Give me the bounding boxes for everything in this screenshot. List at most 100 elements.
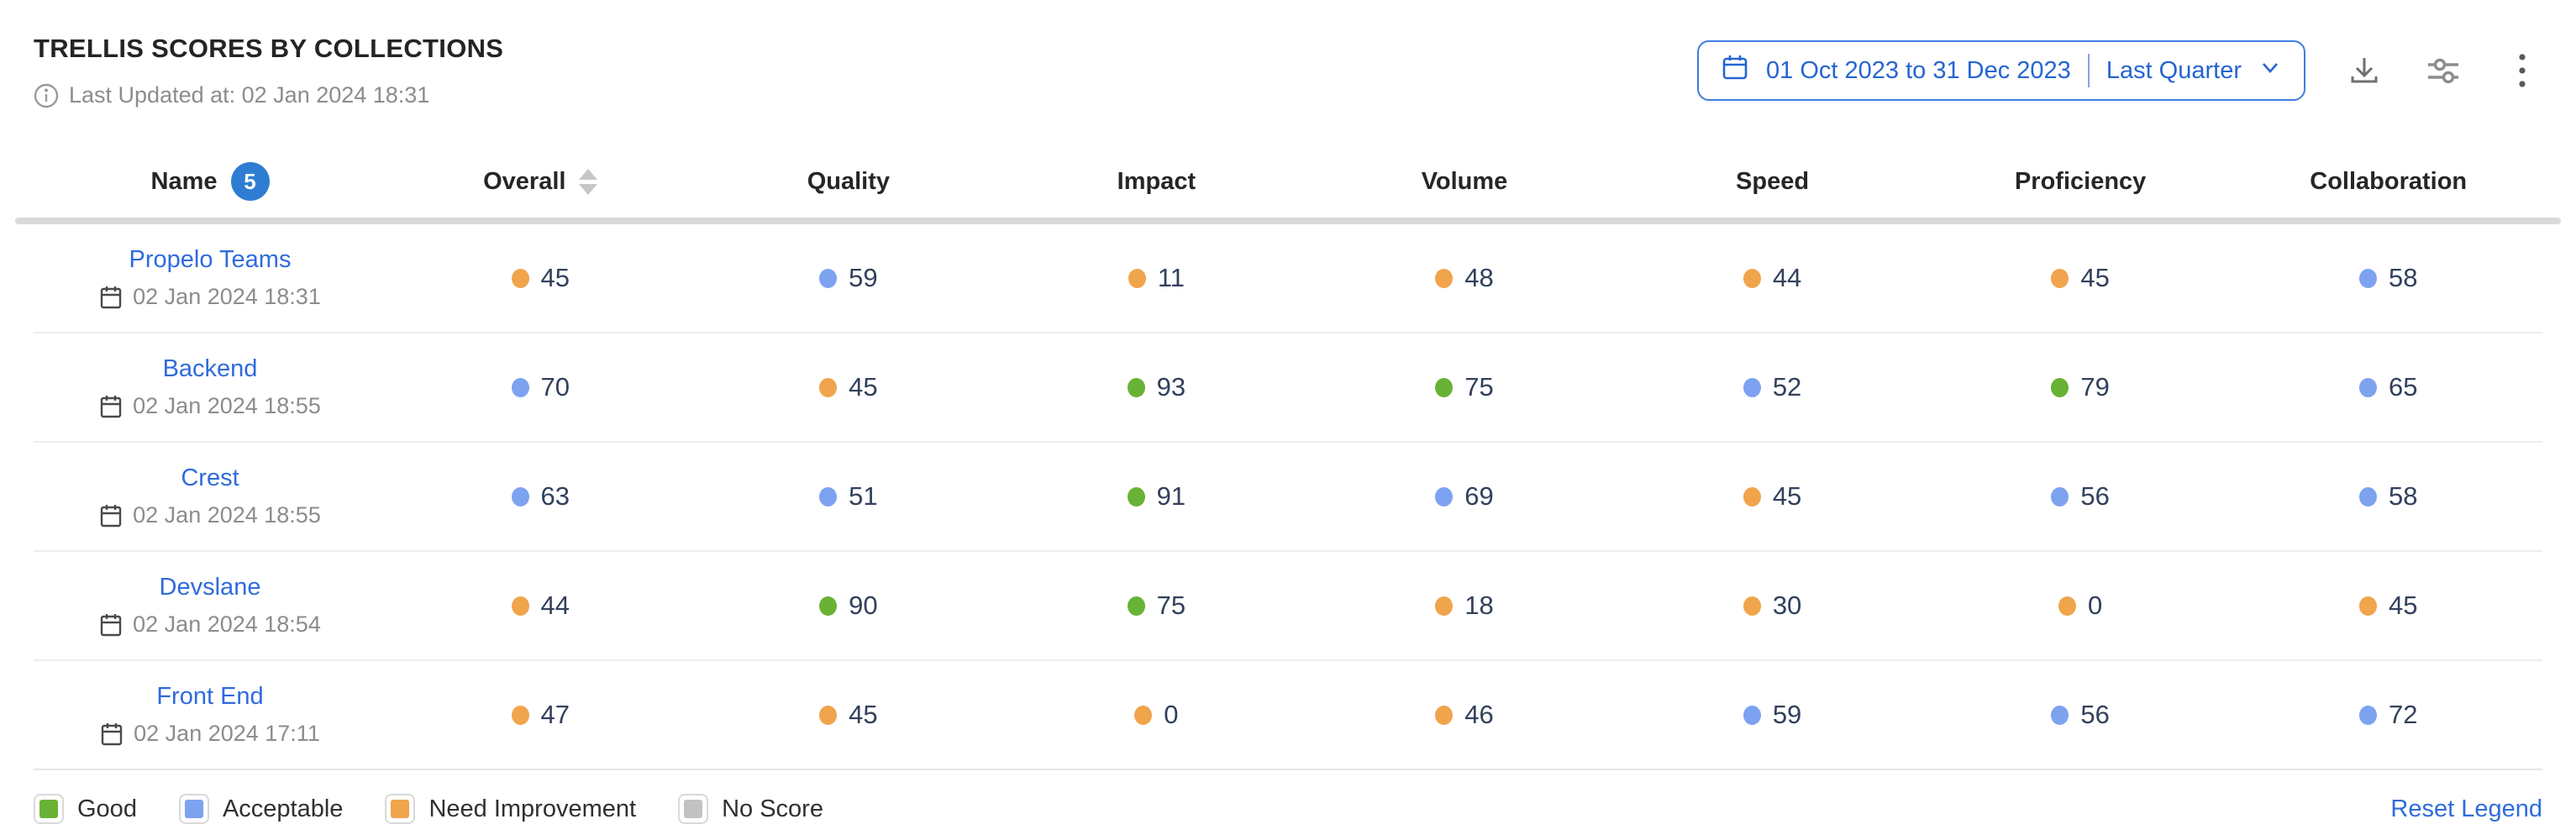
score-status-dot [819,705,838,725]
row-updated-text: 02 Jan 2024 18:54 [133,612,321,637]
table-row: Crest 02 Jan 2024 18:55 63 51 91 69 45 56 58 [34,443,2542,552]
score-status-dot [1743,268,1761,288]
score-status-dot [1743,377,1761,397]
date-preset-text: Last Quarter [2105,56,2242,84]
name-cell: Front End 02 Jan 2024 17:11 [34,683,386,747]
score-cell-proficiency: 56 [1927,700,2235,730]
collection-link[interactable]: Front End [156,683,264,710]
calendar-icon [99,285,123,310]
score-status-dot [2358,705,2377,725]
reset-legend-link[interactable]: Reset Legend [2390,795,2542,822]
score-cell-volume: 75 [1311,372,1619,402]
score-cell-overall: 63 [386,481,695,512]
score-status-dot [819,377,838,397]
score-value: 45 [1772,481,1802,511]
legend-item-no_score[interactable]: No Score [678,794,823,824]
date-range-picker[interactable]: 01 Oct 2023 to 31 Dec 2023 Last Quarter [1697,40,2305,101]
score-value: 75 [1464,372,1494,402]
score-cell-quality: 51 [695,481,1003,512]
score-status-dot [1128,268,1146,288]
download-button[interactable] [2344,50,2384,91]
column-header-volume: Volume [1311,168,1619,196]
score-status-dot [1134,705,1153,725]
column-header-collaboration: Collaboration [2234,168,2542,196]
kebab-menu-icon[interactable] [2502,50,2542,91]
legend-label: Need Improvement [428,795,637,822]
score-cell-volume: 18 [1311,591,1619,621]
legend-swatch-box [678,794,709,824]
score-status-dot [511,705,529,725]
column-label: Overall [483,167,566,195]
score-cell-impact: 91 [1002,481,1311,512]
row-updated-text: 02 Jan 2024 18:55 [133,393,321,418]
score-cell-proficiency: 45 [1927,263,2235,293]
collection-link[interactable]: Crest [181,465,239,491]
score-value: 52 [1772,372,1802,402]
score-cell-collaboration: 45 [2234,591,2542,621]
score-value: 46 [1464,700,1494,729]
score-value: 58 [2388,263,2418,292]
collection-link[interactable]: Devslane [159,574,261,601]
table-header-row: Name 5 Overall Quality Impact Volume Speed Prof… [34,155,2542,207]
score-cell-collaboration: 58 [2234,481,2542,512]
column-label: Name [150,167,218,195]
legend-label: Acceptable [222,795,344,822]
score-status-dot [2358,268,2377,288]
name-cell: Backend 02 Jan 2024 18:55 [34,355,386,419]
legend-swatch-box [385,794,416,824]
column-label: Volume [1421,167,1508,195]
sliders-icon[interactable] [2423,50,2463,91]
legend-label: Good [77,795,137,822]
score-status-dot [2051,705,2069,725]
legend-item-acceptable[interactable]: Acceptable [178,794,344,824]
legend-item-need_improvement[interactable]: Need Improvement [385,794,636,824]
score-cell-quality: 45 [695,372,1003,402]
score-cell-volume: 69 [1311,481,1619,512]
score-status-dot [819,486,838,507]
collection-link[interactable]: Backend [162,355,258,382]
score-cell-quality: 59 [695,263,1003,293]
score-value: 45 [849,700,878,729]
score-value: 56 [2080,700,2110,729]
table-row: Front End 02 Jan 2024 17:11 47 45 0 46 59 56 7… [34,661,2542,770]
report-header: TRELLIS SCORES BY COLLECTIONS Last Updat… [34,34,2542,108]
calendar-icon [99,612,123,638]
score-status-dot [2051,268,2069,288]
score-value: 11 [1157,263,1185,292]
calendar-icon [99,503,123,528]
score-value: 0 [1164,700,1179,729]
score-status-dot [1435,268,1454,288]
legend-swatch [39,800,58,818]
score-value: 44 [540,591,570,620]
score-cell-speed: 52 [1618,372,1927,402]
row-updated: 02 Jan 2024 18:55 [99,502,321,528]
score-value: 59 [1772,700,1802,729]
score-cell-speed: 44 [1618,263,1927,293]
column-header-quality: Quality [695,168,1003,196]
score-status-dot [2058,596,2076,616]
legend-swatch [684,800,703,818]
score-value: 91 [1156,481,1186,511]
score-cell-collaboration: 72 [2234,700,2542,730]
legend-swatch-box [178,794,209,824]
page-title: TRELLIS SCORES BY COLLECTIONS [34,34,504,63]
legend-items: Good Acceptable Need Improvement No Score [34,794,823,824]
collection-link[interactable]: Propelo Teams [129,246,292,273]
score-value: 44 [1772,263,1802,292]
score-value: 51 [849,481,878,511]
score-cell-proficiency: 0 [1927,591,2235,621]
score-cell-impact: 75 [1002,591,1311,621]
score-cell-proficiency: 56 [1927,481,2235,512]
column-header-overall[interactable]: Overall [386,168,695,196]
score-status-dot [1127,486,1145,507]
row-updated: 02 Jan 2024 17:11 [100,721,320,747]
score-cell-volume: 46 [1311,700,1619,730]
sort-carets-icon[interactable] [579,168,598,195]
score-cell-quality: 90 [695,591,1003,621]
score-status-dot [819,268,838,288]
score-value: 30 [1772,591,1802,620]
name-cell: Propelo Teams 02 Jan 2024 18:31 [34,246,386,310]
legend-item-good[interactable]: Good [34,794,137,824]
column-label: Speed [1736,167,1810,195]
score-cell-quality: 45 [695,700,1003,730]
